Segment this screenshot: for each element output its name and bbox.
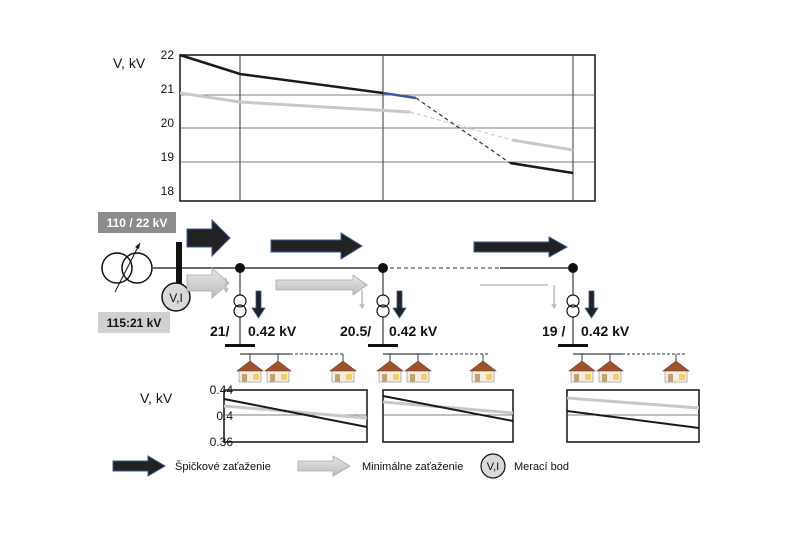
house-icon — [329, 354, 357, 383]
peak-load-voltage-line — [179, 53, 384, 95]
upper-voltage-chart: V, kV 22 21 20 19 18 — [113, 48, 596, 202]
meter-symbol — [161, 282, 191, 312]
station-primary-voltage: 19 / — [542, 323, 565, 339]
legend-peak-arrow — [112, 455, 166, 477]
legend-min-label: Minimálne zaťaženie — [362, 461, 463, 473]
house-icon — [264, 354, 292, 383]
upper-chart-tick-label: 21 — [161, 82, 175, 96]
legend: Špičkové zaťaženie Minimálne zaťaženie V… — [112, 453, 569, 479]
transformer-icon — [101, 242, 153, 293]
peak-load-lv-line — [223, 398, 368, 428]
peak-flow-arrow — [186, 218, 231, 258]
station-peak-arrow — [584, 290, 599, 319]
house-icon — [469, 354, 497, 383]
lower-chart-tick-label: 0.36 — [210, 435, 234, 449]
min-flow-arrow — [186, 267, 230, 299]
distribution-station: 20.5/ 0.42 kV — [340, 268, 438, 347]
distribution-stations: 21/ 0.42 kV 20.5/ 0.42 kV 19 / 0.42 kV — [210, 268, 630, 347]
distribution-station: 19 / 0.42 kV — [542, 268, 630, 347]
upper-chart-tick-label: 19 — [161, 150, 175, 164]
peak-load-flow-arrows — [186, 218, 569, 260]
lower-chart-tick-label: 0.44 — [210, 383, 234, 397]
substation: 110 / 22 kV 115:21 kV V,I — [98, 212, 191, 333]
lower-chart-panel — [382, 389, 514, 443]
house-icon — [404, 354, 432, 383]
legend-meter-symbol — [480, 453, 506, 479]
lower-chart-ticks: 0.44 0.4 0.36 — [210, 383, 234, 449]
lower-chart-panel — [566, 389, 700, 443]
peak-load-voltage-dashed — [415, 97, 511, 164]
house-icon — [596, 354, 624, 383]
legend-min-arrow — [297, 455, 351, 477]
station-primary-voltage: 20.5/ — [340, 323, 371, 339]
min-load-lv-line — [566, 396, 700, 410]
min-load-voltage-line-end — [511, 138, 574, 152]
upper-chart-tick-label: 18 — [161, 184, 175, 198]
peak-load-voltage-blue-segment — [382, 91, 417, 100]
lower-chart-ylabel: V, kV — [140, 390, 173, 406]
house-icon — [236, 354, 264, 383]
transformer-rating-box — [98, 212, 176, 233]
lower-voltage-charts: V, kV 0.44 0.4 0.36 — [140, 383, 700, 449]
legend-meter-label: Merací bod — [514, 461, 569, 473]
peak-flow-arrow — [270, 232, 363, 260]
consumer-houses — [236, 354, 690, 383]
lower-chart-tick-label: 0.4 — [216, 409, 233, 423]
min-load-voltage-line — [179, 91, 411, 114]
station-primary-voltage: 21/ — [210, 323, 230, 339]
lower-chart-panel — [223, 389, 368, 443]
house-icon — [376, 354, 404, 383]
meter-symbol-label: V,I — [169, 291, 183, 305]
min-load-flow-arrows — [186, 267, 548, 299]
upper-chart-ticks: 22 21 20 19 18 — [161, 48, 175, 198]
station-secondary-voltage: 0.42 kV — [389, 323, 438, 339]
station-peak-arrow — [251, 290, 266, 319]
peak-load-lv-line — [382, 395, 514, 422]
min-flow-arrow — [275, 274, 368, 296]
peak-flow-arrow — [473, 236, 569, 258]
house-icon — [568, 354, 596, 383]
upper-chart-tick-label: 20 — [161, 116, 175, 130]
station-secondary-voltage: 0.42 kV — [248, 323, 297, 339]
station-peak-arrow — [392, 290, 407, 319]
distribution-station: 21/ 0.42 kV — [210, 268, 297, 347]
house-icon — [662, 354, 690, 383]
legend-peak-label: Špičkové zaťaženie — [175, 460, 271, 473]
feeder-line — [153, 263, 578, 273]
upper-chart-tick-label: 22 — [161, 48, 175, 62]
peak-load-lv-line — [566, 410, 700, 429]
substation-busbar — [176, 242, 182, 300]
peak-load-voltage-line-end — [509, 161, 574, 175]
tap-ratio-label: 115:21 kV — [107, 316, 162, 330]
transformer-rating-label: 110 / 22 kV — [107, 216, 168, 230]
min-load-voltage-dashed — [409, 111, 513, 141]
tap-ratio-box — [98, 312, 170, 333]
legend-meter-symbol-label: V,I — [487, 461, 499, 473]
upper-chart-ylabel: V, kV — [113, 55, 146, 71]
station-secondary-voltage: 0.42 kV — [581, 323, 630, 339]
